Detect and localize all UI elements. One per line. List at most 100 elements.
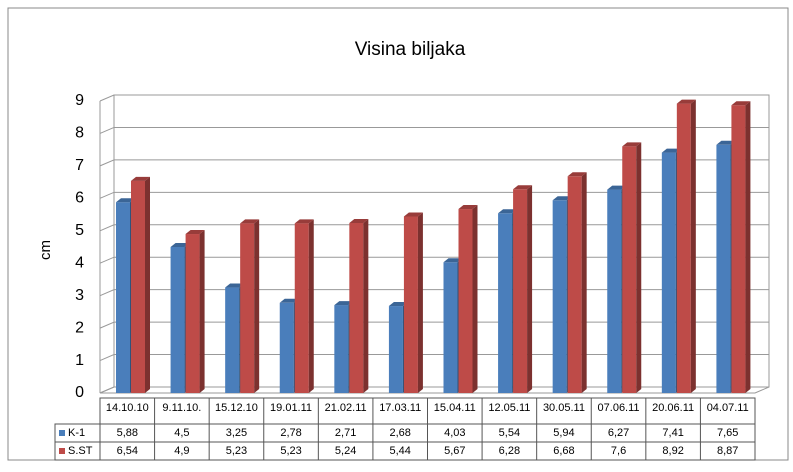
bar-top — [388, 302, 408, 307]
bar-top — [170, 243, 190, 247]
grid-line — [99, 289, 769, 297]
bar-front — [349, 222, 364, 393]
table-value: 7,41 — [662, 427, 683, 439]
bar-side — [199, 230, 205, 393]
bar-top — [622, 142, 642, 147]
bar-front — [279, 302, 294, 393]
y-tick-label: 4 — [75, 254, 84, 271]
grid-line — [99, 159, 769, 167]
x-tick-label: 17.03.11 — [379, 402, 421, 414]
bar-front — [661, 152, 676, 393]
table-value: 4,03 — [444, 427, 465, 439]
bar-side — [636, 142, 642, 393]
bar-top — [607, 185, 627, 190]
bar-front — [498, 213, 513, 393]
table-value: 5,67 — [444, 445, 465, 457]
legend-label: S.ST — [68, 445, 93, 457]
bar-side — [417, 212, 423, 393]
bar-front — [388, 306, 403, 393]
chart-title: Visina biljaka — [355, 39, 466, 60]
bar-side — [254, 219, 260, 393]
bar-top — [349, 218, 369, 223]
bar-top — [661, 148, 681, 153]
y-tick-label: 6 — [75, 190, 84, 207]
bar-top — [240, 219, 260, 224]
bar-top — [131, 176, 150, 181]
grid-line — [99, 94, 769, 102]
bar-front — [240, 223, 255, 393]
bar-top — [116, 198, 135, 203]
table-value: 7,65 — [717, 427, 738, 439]
table-value: 8,87 — [717, 445, 738, 457]
x-tick-label: 15.04.11 — [434, 402, 476, 414]
y-tick-label: 9 — [75, 92, 84, 109]
bar — [676, 99, 696, 394]
legend-swatch — [59, 430, 65, 436]
table-value: 5,23 — [280, 445, 301, 457]
bar-top — [279, 298, 299, 303]
bar-side — [363, 218, 369, 393]
x-tick-label: 19.01.11 — [270, 402, 312, 414]
bar-front — [716, 144, 731, 393]
bar — [185, 230, 205, 393]
bar-front — [170, 247, 185, 393]
bar-top — [567, 172, 587, 177]
grid-line — [99, 321, 769, 329]
grid-line — [99, 224, 769, 232]
bar-side — [472, 205, 478, 393]
x-tick-label: 15.12.10 — [215, 402, 258, 414]
bar-top — [334, 301, 354, 306]
table-value: 5,24 — [335, 445, 356, 457]
bar-top — [731, 101, 751, 106]
table-value: 6,27 — [608, 427, 629, 439]
bar-front — [116, 202, 130, 393]
bar-front — [552, 200, 567, 393]
bar-front — [731, 105, 746, 394]
bar-top — [458, 205, 478, 210]
bar-top — [185, 230, 205, 235]
table-value: 8,92 — [662, 445, 683, 457]
bar — [622, 142, 642, 393]
grid-line — [99, 386, 769, 394]
x-tick-label: 30.05.11 — [543, 402, 585, 414]
x-tick-label: 9.11.10. — [162, 402, 201, 414]
bar-side — [581, 172, 587, 393]
table-value: 2,68 — [389, 427, 410, 439]
bar — [240, 219, 260, 393]
x-tick-label: 20.06.11 — [652, 402, 694, 414]
bar-side — [145, 176, 150, 393]
bar-front — [607, 189, 622, 393]
bar-front — [513, 189, 528, 393]
x-tick-label: 07.06.11 — [598, 402, 640, 414]
x-tick-label: 21.02.11 — [325, 402, 367, 414]
table-value: 6,54 — [117, 445, 138, 457]
table-value: 4,5 — [174, 427, 189, 439]
y-tick-label: 5 — [75, 222, 84, 239]
bar-front — [334, 305, 349, 393]
legend-label: K-1 — [68, 427, 85, 439]
table-value: 6,68 — [553, 445, 574, 457]
table-value: 5,44 — [389, 445, 410, 457]
bar — [131, 176, 150, 393]
bar — [513, 185, 533, 393]
bar-front — [403, 216, 418, 393]
bar-top — [716, 140, 736, 145]
table-value: 2,78 — [280, 427, 301, 439]
table-value: 3,25 — [226, 427, 247, 439]
grid-line — [99, 256, 769, 264]
grid-line — [99, 191, 769, 199]
y-tick-label: 1 — [75, 352, 84, 369]
table-value: 5,23 — [226, 445, 247, 457]
y-tick-label: 0 — [75, 384, 84, 401]
x-tick-label: 04.07.11 — [707, 402, 749, 414]
bar — [731, 101, 751, 394]
bar — [294, 219, 314, 393]
bar — [567, 172, 587, 393]
bar-top — [513, 185, 533, 190]
x-tick-label: 14.10.10 — [106, 402, 149, 414]
table-value: 4,9 — [174, 445, 189, 457]
bar-top — [225, 283, 245, 288]
bar — [403, 212, 423, 393]
table-value: 7,6 — [611, 445, 626, 457]
bar — [349, 218, 369, 393]
